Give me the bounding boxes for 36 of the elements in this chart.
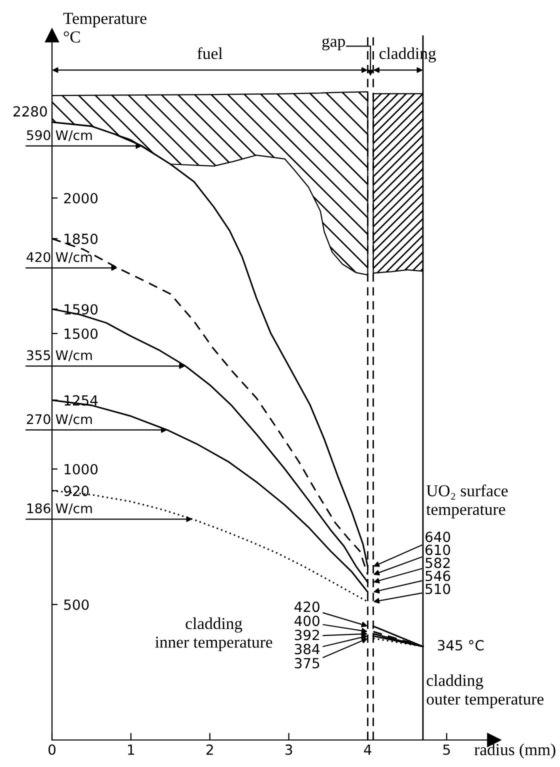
annotation: 420 W/cm (26, 252, 92, 264)
annotation: 582 (426, 558, 450, 568)
annotation: 590 W/cm (26, 130, 92, 142)
y-tick-label: 1500 (64, 328, 98, 339)
annotation: 510 (426, 584, 450, 594)
annotation: 2280 (14, 106, 47, 117)
y-tick-label: 1850 (64, 234, 98, 244)
annotation: 420 (294, 602, 320, 612)
y-axis-title: Temperature °C (63, 12, 146, 43)
annotation: 186 W/cm (27, 503, 92, 514)
annotation: 345 °C (438, 640, 484, 651)
y-tick-label: 500 (64, 599, 89, 610)
annotation: 610 (426, 544, 450, 556)
x-tick-label: 1 (128, 744, 134, 755)
x-tick-label: 0 (48, 744, 56, 755)
annotation: 375 (294, 658, 320, 668)
y-tick-label: 2000 (64, 192, 98, 204)
annotation: UO₂ surface temperature (426, 484, 508, 518)
annotation: 640 (426, 532, 450, 542)
x-axis-title: radius (mm) (474, 744, 556, 759)
annotation: fuel (197, 47, 222, 60)
x-tick-label: 3 (285, 744, 292, 755)
annotation: 384 (294, 644, 320, 654)
annotation: cladding outer temperature (426, 674, 544, 708)
x-tick-label: 2 (206, 744, 213, 755)
annotation: 546 (426, 570, 450, 582)
y-tick-label: 1000 (64, 464, 98, 474)
x-tick-label: 5 (443, 744, 450, 755)
annotation: cladding inner temperature (155, 617, 272, 652)
x-tick-label: 4 (364, 744, 372, 755)
annotation: 355 W/cm (26, 350, 92, 362)
annotation: 392 (294, 630, 319, 640)
y-tick-label: 920 (64, 486, 89, 496)
annotation: 270 W/cm (26, 414, 92, 426)
annotation: gap (322, 38, 345, 50)
annotation: 400 (294, 616, 320, 626)
